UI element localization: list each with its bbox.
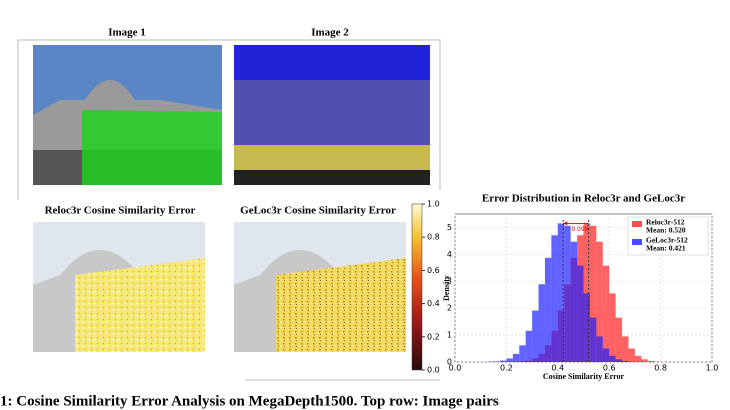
bar <box>538 284 545 362</box>
y-axis-label: Density <box>442 275 451 301</box>
image-title: Image 2 <box>311 27 349 39</box>
x-axis-label: Cosine Similarity Error <box>543 372 625 381</box>
y-tick-label: 0 <box>447 358 452 367</box>
bar <box>602 265 610 362</box>
image-1 <box>33 45 222 185</box>
bar <box>602 348 610 362</box>
bar <box>609 293 616 362</box>
legend-swatch <box>632 221 642 227</box>
bar <box>583 223 590 362</box>
image-title: Image 1 <box>108 27 146 39</box>
bar <box>628 348 635 362</box>
decor <box>17 39 441 381</box>
x-tick-label: 0.4 <box>551 364 564 373</box>
y-tick-label: 2 <box>447 304 452 313</box>
bar <box>564 225 571 362</box>
legend-mean: Mean: 0.520 <box>646 226 686 235</box>
colorbar-tick-label: 0.6 <box>427 266 440 275</box>
bar <box>647 360 655 362</box>
bar <box>589 225 597 362</box>
bar <box>641 359 648 362</box>
bar <box>577 265 584 362</box>
colorbar-tick-label: 0.4 <box>427 299 440 308</box>
y-tick-label: 1 <box>447 331 452 340</box>
y-tick-label: 4 <box>447 250 452 259</box>
bar <box>519 345 526 362</box>
legend-label: GeLoc3r-512 <box>646 236 688 245</box>
bar <box>615 317 623 362</box>
colorbar-tick-label: 1.0 <box>427 200 440 209</box>
bar <box>570 241 578 362</box>
bar <box>512 353 520 362</box>
caption: 1: Cosine Similarity Error Analysis on M… <box>0 393 499 409</box>
legend-mean: Mean: 0.421 <box>646 244 686 253</box>
bar <box>544 257 552 362</box>
bar <box>532 310 539 362</box>
y-tick-label: 3 <box>447 277 452 286</box>
bar <box>596 241 603 362</box>
bar <box>493 361 500 362</box>
x-tick-label: 0.8 <box>654 364 667 373</box>
annotation: 0.099 <box>571 226 588 233</box>
image-2 <box>234 45 430 185</box>
bar <box>596 336 603 362</box>
error-map-2 <box>234 222 406 352</box>
bar <box>622 360 629 362</box>
bar <box>589 317 597 362</box>
bar <box>525 330 533 362</box>
bar <box>634 355 642 362</box>
arrow-head <box>563 221 568 226</box>
colorbar-tick-label: 0.8 <box>427 233 440 242</box>
error-map-1 <box>33 222 205 352</box>
x-tick-label: 0.2 <box>500 364 513 373</box>
image-title: Reloc3r Cosine Similarity Error <box>45 205 196 217</box>
x-tick-label: 0.6 <box>603 364 616 373</box>
colorbar-tick-label: 0.2 <box>427 332 440 341</box>
bar <box>499 360 507 362</box>
x-tick-label: 0.0 <box>449 364 462 373</box>
bar <box>622 336 629 362</box>
bar <box>557 223 565 362</box>
x-tick-label: 1.0 <box>706 364 719 373</box>
legend-label: Reloc3r-512 <box>646 218 685 227</box>
chart-title: Error Distribution in Reloc3r and GeLoc3… <box>482 193 685 205</box>
image-title: GeLoc3r Cosine Similarity Error <box>240 205 396 217</box>
bar <box>551 235 558 362</box>
y-tick-label: 5 <box>447 223 452 232</box>
colorbar-tick-label: 0.0 <box>427 366 440 375</box>
bar <box>609 355 616 362</box>
bar <box>583 293 590 362</box>
legend-swatch <box>632 239 642 245</box>
bar <box>506 358 513 362</box>
colorbar <box>411 203 423 371</box>
bar <box>615 359 623 362</box>
